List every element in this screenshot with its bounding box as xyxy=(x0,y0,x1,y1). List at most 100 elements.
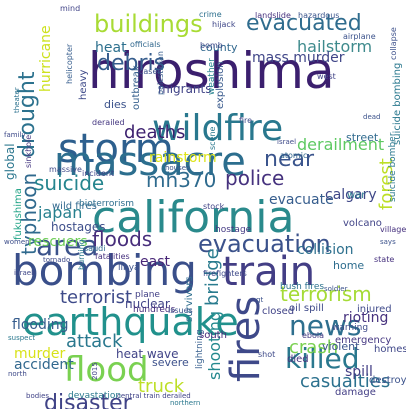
word-122: north xyxy=(8,370,27,378)
word-54: heat xyxy=(95,40,127,56)
word-41: rainstorm xyxy=(149,150,217,166)
word-72: closed xyxy=(262,306,294,317)
word-12: evacuation xyxy=(198,230,331,258)
word-63: damage xyxy=(335,387,376,398)
word-36: rescuers xyxy=(28,234,88,250)
word-45: collision xyxy=(297,242,354,258)
word-51: spill xyxy=(345,364,373,380)
word-108: israeli xyxy=(14,269,35,277)
word-21: suicide xyxy=(34,171,104,195)
word-46: evacuate xyxy=(269,192,334,208)
word-47: east xyxy=(140,254,170,270)
word-119: family xyxy=(4,131,26,139)
word-89: devastation xyxy=(68,391,121,401)
word-135: says xyxy=(380,238,396,246)
word-70: volcano xyxy=(343,218,382,229)
word-107: saudi xyxy=(84,244,105,253)
word-133: dead xyxy=(363,113,380,121)
word-96: atomic xyxy=(280,151,307,160)
word-110: northern xyxy=(170,399,200,407)
word-32: disaster xyxy=(44,391,133,409)
word-85: bioterrorism xyxy=(79,199,134,209)
word-19: deaths xyxy=(124,122,185,143)
word-115: palestinian xyxy=(156,51,165,95)
word-18: hailstorm xyxy=(297,37,372,56)
word-59: heavy xyxy=(78,69,89,100)
word-82: lightning xyxy=(195,329,205,369)
word-56: dies xyxy=(104,98,127,111)
word-99: weather xyxy=(207,58,217,95)
word-22: mh370 xyxy=(146,168,216,192)
word-114: hijack xyxy=(212,20,236,29)
word-4: california xyxy=(92,192,294,243)
word-79: died xyxy=(287,354,309,365)
word-66: street xyxy=(346,131,379,144)
word-81: warning xyxy=(332,323,368,333)
word-113: officials xyxy=(130,40,161,49)
word-75: survivors xyxy=(184,276,195,322)
word-44: hurricane xyxy=(38,25,54,92)
word-87: suicide bomber xyxy=(388,132,398,202)
word-27: floods xyxy=(92,227,152,251)
word-95: collapse xyxy=(389,27,398,60)
word-134: scene xyxy=(208,126,217,150)
word-6: train xyxy=(222,249,315,295)
word-43: shooting xyxy=(205,311,224,380)
word-29: terrorist xyxy=(60,287,132,308)
word-86: hostage xyxy=(215,225,252,235)
word-137: fire xyxy=(239,116,252,125)
word-10: news xyxy=(289,309,361,342)
word-138: gt xyxy=(256,296,263,304)
word-103: incident xyxy=(82,169,114,178)
word-15: drought xyxy=(15,71,40,158)
word-120: women xyxy=(4,238,30,246)
word-35: crash xyxy=(289,337,338,358)
word-26: area xyxy=(36,229,98,262)
word-24: forest xyxy=(376,158,397,210)
word-101: firefighters xyxy=(203,269,247,278)
word-50: rioting xyxy=(343,310,388,326)
word-69: war xyxy=(347,190,366,201)
word-126: massive xyxy=(49,165,82,174)
word-77: homes xyxy=(374,344,406,355)
word-60: fukushima xyxy=(13,188,24,240)
word-20: near xyxy=(264,147,315,172)
word-68: suicide bombing xyxy=(392,63,403,145)
word-73: oil spill xyxy=(289,303,324,314)
word-111: central train derailed xyxy=(117,392,191,400)
word-80: emergency xyxy=(335,335,391,346)
word-8: fires xyxy=(223,296,269,382)
word-112: mind xyxy=(60,4,80,13)
word-121: suspect xyxy=(8,334,35,342)
word-9: flood xyxy=(64,350,149,390)
word-105: tornado xyxy=(43,256,70,264)
word-61: severe xyxy=(152,356,189,369)
word-136: 2015 xyxy=(91,362,99,380)
word-88: plane xyxy=(135,290,160,300)
word-11: killed xyxy=(285,342,360,375)
word-128: state xyxy=(374,255,394,264)
word-130: bodies xyxy=(26,392,49,400)
word-104: sinkhole xyxy=(24,135,33,168)
word-117: west xyxy=(317,72,336,81)
word-62: violent xyxy=(322,340,360,353)
word-17: debris xyxy=(97,51,165,76)
word-38: murder xyxy=(14,346,66,362)
word-64: home xyxy=(333,259,364,272)
word-31: attack xyxy=(66,331,123,352)
word-116: cases xyxy=(139,67,162,76)
word-30: terrorism xyxy=(280,282,372,306)
word-34: truck xyxy=(138,376,185,397)
word-132: israel xyxy=(277,138,296,146)
word-0: hiroshima xyxy=(88,42,335,100)
word-100: stock xyxy=(203,202,225,211)
word-78: destroyed xyxy=(369,375,406,386)
word-98: burning xyxy=(77,239,86,270)
word-33: casualties xyxy=(300,371,390,392)
word-93: airplane xyxy=(343,32,376,41)
word-91: landslide xyxy=(255,11,291,20)
word-92: hazardous xyxy=(298,11,339,20)
word-2: wildfire xyxy=(152,108,283,149)
word-3: massacre xyxy=(54,139,246,185)
